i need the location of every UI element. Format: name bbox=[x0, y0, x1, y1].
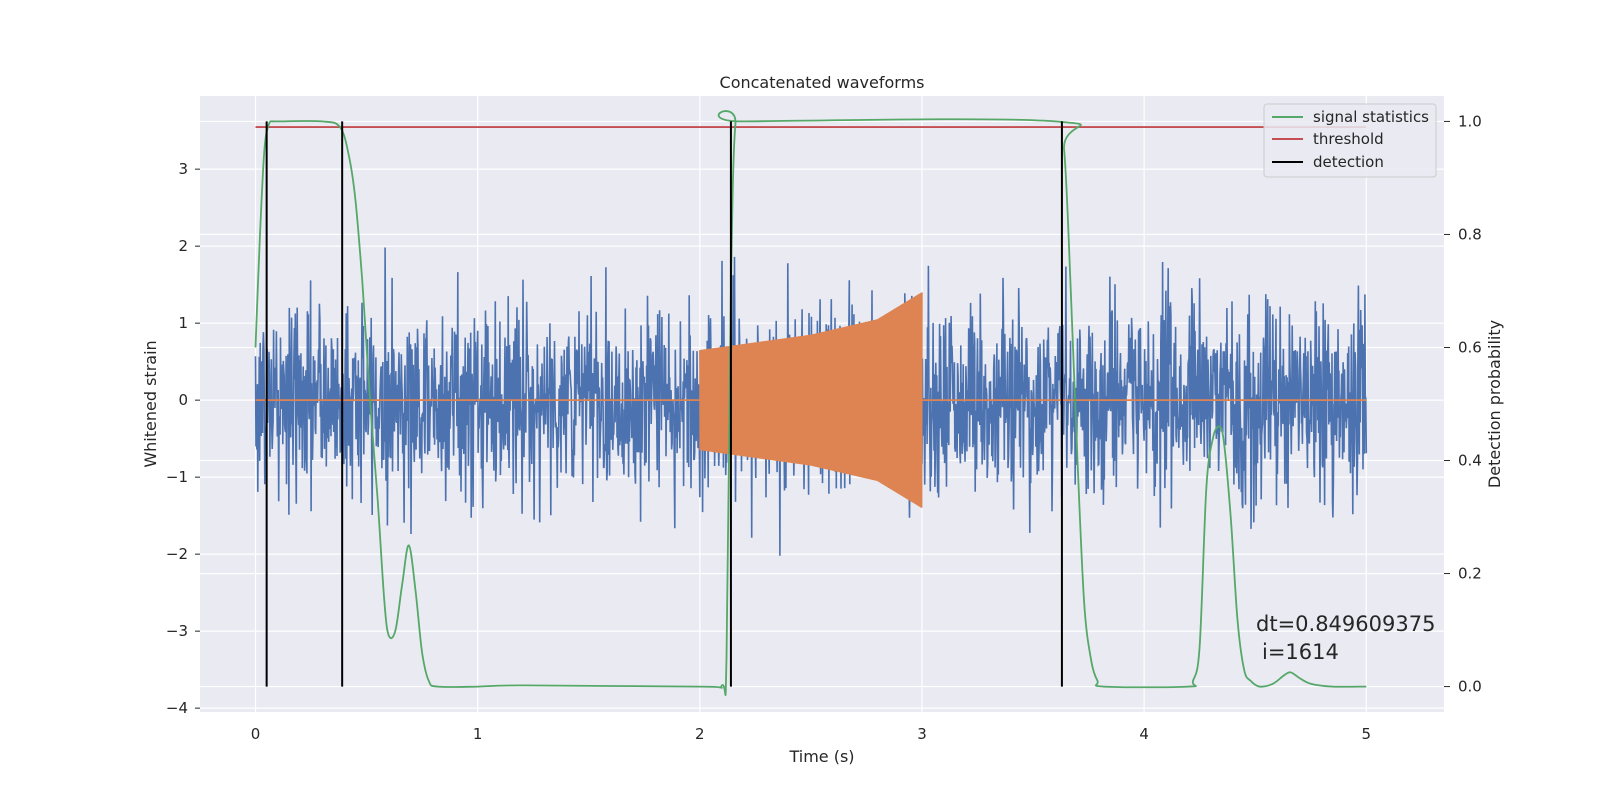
y-tick-label: 0 bbox=[178, 391, 188, 409]
x-tick-label: 3 bbox=[917, 725, 927, 743]
y2-tick-label: 0.6 bbox=[1458, 338, 1482, 356]
y2-tick-label: 0.0 bbox=[1458, 678, 1482, 696]
y-axis-label: Whitened strain bbox=[141, 340, 160, 467]
y-tick-label: 2 bbox=[178, 237, 188, 255]
legend-label-signal-statistics: signal statistics bbox=[1313, 108, 1429, 126]
y2-axis-label: Detection probability bbox=[1485, 320, 1504, 488]
y-tick-label: −1 bbox=[166, 468, 188, 486]
annotation-dt: dt=0.849609375 bbox=[1256, 612, 1435, 636]
y2-tick-label: 0.2 bbox=[1458, 565, 1482, 583]
injection-chirp-line bbox=[699, 292, 923, 508]
x-tick-label: 4 bbox=[1139, 725, 1149, 743]
x-tick-label: 2 bbox=[695, 725, 705, 743]
plot-layer bbox=[254, 110, 1368, 697]
legend-label-detection: detection bbox=[1313, 153, 1384, 171]
x-tick-label: 1 bbox=[473, 725, 483, 743]
tick-layer: 0 1 2 3 4 5 −4 −3 −2 −1 0 1 2 3 0.0 0.2 0.4 0.6 0.8 1.0 bbox=[166, 112, 1482, 743]
y2-tick-label: 0.4 bbox=[1458, 452, 1482, 470]
y-tick-label: −2 bbox=[166, 545, 188, 563]
y2-tick-label: 0.8 bbox=[1458, 225, 1482, 243]
legend: signal statistics threshold detection bbox=[1263, 103, 1437, 178]
y2-tick-label: 1.0 bbox=[1458, 112, 1482, 130]
x-tick-label: 0 bbox=[251, 725, 261, 743]
y-tick-label: −4 bbox=[166, 699, 188, 717]
legend-box bbox=[1263, 103, 1437, 178]
x-axis-label: Time (s) bbox=[788, 747, 854, 766]
y-tick-label: −3 bbox=[166, 622, 188, 640]
legend-label-threshold: threshold bbox=[1313, 130, 1384, 148]
annotation-i: i=1614 bbox=[1262, 640, 1339, 664]
chart-title: Concatenated waveforms bbox=[720, 73, 925, 92]
x-tick-label: 5 bbox=[1361, 725, 1371, 743]
signal-statistics-line bbox=[254, 110, 1367, 697]
y-tick-label: 3 bbox=[178, 160, 188, 178]
y-tick-label: 1 bbox=[178, 314, 188, 332]
